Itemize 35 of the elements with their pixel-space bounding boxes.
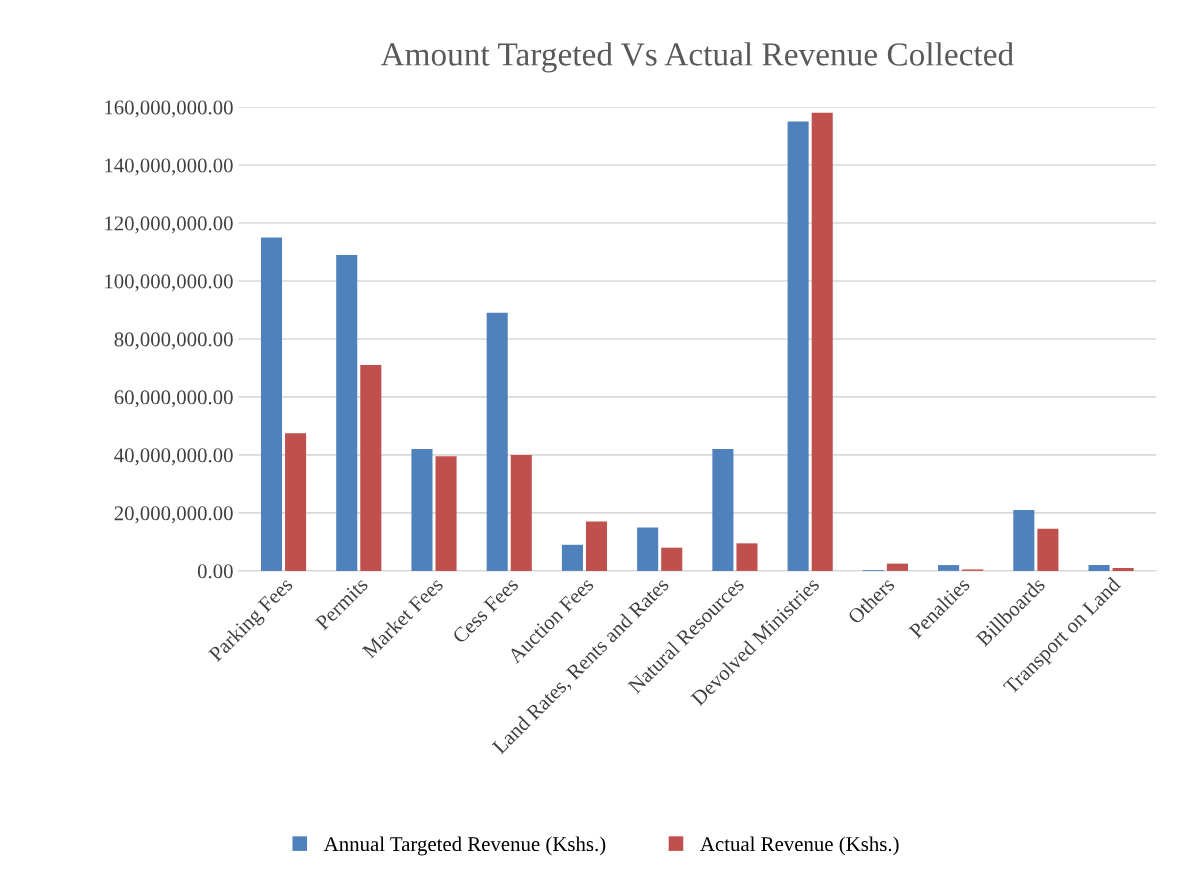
y-tick-label: 100,000,000.00 [105, 274, 233, 292]
bar [1112, 567, 1134, 571]
bar [561, 544, 583, 571]
bar [1088, 565, 1110, 571]
bar [260, 237, 283, 571]
y-tick-label: 160,000,000.00 [105, 100, 233, 118]
chart-title: Amount Targeted Vs Actual Revenue Collected [380, 42, 1014, 73]
bar [787, 121, 809, 571]
legend-label: Actual Revenue (Kshs.) [700, 836, 899, 856]
bar [811, 112, 833, 571]
bar [585, 521, 608, 571]
x-tick-label: Cess Fees [451, 576, 520, 645]
legend-label: Annual Targeted Revenue (Kshs.) [323, 836, 606, 856]
bar [1037, 528, 1059, 571]
y-tick-label: 80,000,000.00 [114, 332, 233, 350]
bar [637, 527, 659, 571]
bar [336, 254, 358, 571]
y-tick-label: 60,000,000.00 [114, 390, 233, 408]
bar [435, 456, 457, 571]
y-tick-label: 120,000,000.00 [105, 216, 233, 234]
bar [938, 565, 960, 571]
y-tick-label: 0.00 [197, 564, 233, 579]
bar [886, 563, 908, 571]
bar [486, 312, 508, 571]
y-tick-label: 140,000,000.00 [105, 158, 233, 176]
bar [360, 365, 382, 571]
y-tick-label: 20,000,000.00 [114, 506, 233, 524]
y-tick-label: 40,000,000.00 [114, 448, 233, 466]
bar [510, 454, 532, 571]
bar [411, 449, 433, 571]
bar [736, 543, 758, 571]
bar [1013, 510, 1035, 571]
bar [661, 547, 683, 571]
bar [712, 449, 734, 571]
bar [285, 433, 307, 571]
